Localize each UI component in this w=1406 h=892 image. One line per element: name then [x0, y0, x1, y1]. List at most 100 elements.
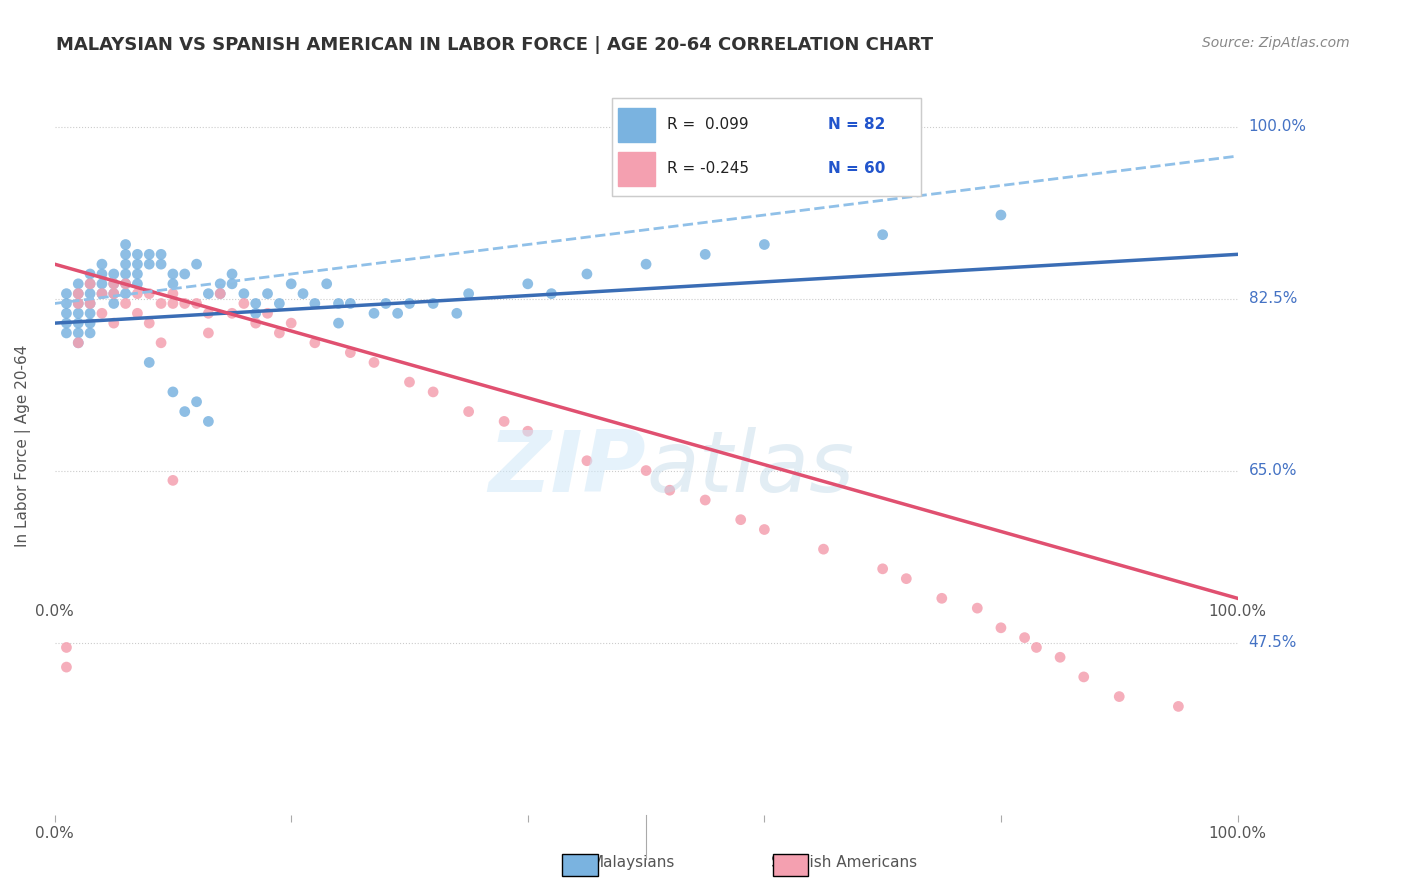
Point [90, 267, 112, 281]
Point [872, 227, 894, 242]
Point [90, 306, 112, 320]
Point [315, 277, 337, 291]
Point [1025, 640, 1047, 655]
Point [422, 384, 444, 399]
Point [138, 355, 160, 369]
Point [636, 464, 658, 478]
Text: 100.0%: 100.0% [1249, 119, 1306, 134]
Bar [617, 152, 655, 186]
Point [494, 414, 516, 428]
Point [1167, 699, 1189, 714]
Point [114, 277, 136, 291]
Point [138, 286, 160, 301]
Point [209, 277, 232, 291]
Text: R = -0.245: R = -0.245 [668, 161, 749, 177]
Point [55, 316, 77, 330]
Point [67, 306, 90, 320]
Point [67, 335, 90, 350]
Point [114, 296, 136, 310]
Point [695, 493, 717, 508]
Point [55, 286, 77, 301]
Point [363, 306, 385, 320]
Point [931, 591, 953, 606]
Point [114, 277, 136, 291]
Point [374, 296, 396, 310]
Point [90, 277, 112, 291]
Point [197, 286, 219, 301]
Point [127, 277, 149, 291]
Point [162, 474, 184, 488]
Point [90, 286, 112, 301]
Point [695, 247, 717, 261]
Text: 0.0%: 0.0% [35, 605, 75, 619]
Point [245, 296, 267, 310]
Point [114, 257, 136, 271]
Point [398, 296, 420, 310]
Point [754, 523, 776, 537]
Point [103, 277, 125, 291]
Point [516, 424, 538, 438]
Point [328, 316, 350, 330]
Point [103, 316, 125, 330]
Point [67, 296, 90, 310]
Text: atlas: atlas [647, 426, 853, 509]
Point [1073, 670, 1095, 684]
Point [114, 286, 136, 301]
Point [150, 296, 173, 310]
Text: 100.0%: 100.0% [1209, 605, 1267, 619]
Point [173, 267, 195, 281]
Point [127, 286, 149, 301]
Point [127, 247, 149, 261]
Point [256, 306, 278, 320]
Point [79, 277, 101, 291]
Point [127, 306, 149, 320]
Point [636, 257, 658, 271]
Point [79, 277, 101, 291]
Point [269, 296, 291, 310]
Point [516, 277, 538, 291]
Point [127, 267, 149, 281]
Text: Malaysians: Malaysians [591, 855, 675, 870]
Point [79, 316, 101, 330]
Point [67, 296, 90, 310]
Point [162, 296, 184, 310]
Point [966, 601, 988, 615]
Point [990, 208, 1012, 222]
Point [79, 326, 101, 340]
Point [872, 562, 894, 576]
Point [186, 296, 208, 310]
Point [197, 414, 219, 428]
Point [103, 277, 125, 291]
Point [150, 335, 173, 350]
Point [114, 247, 136, 261]
Point [813, 542, 835, 557]
Point [67, 286, 90, 301]
Text: 65.0%: 65.0% [1249, 463, 1298, 478]
Text: R =  0.099: R = 0.099 [668, 117, 749, 132]
Point [209, 286, 232, 301]
Point [221, 306, 243, 320]
Point [103, 286, 125, 301]
Point [67, 316, 90, 330]
Point [575, 267, 598, 281]
Point [304, 335, 326, 350]
Point [127, 257, 149, 271]
Text: N = 60: N = 60 [828, 161, 886, 177]
Point [138, 247, 160, 261]
Point [446, 306, 468, 320]
Point [162, 286, 184, 301]
Point [304, 296, 326, 310]
Point [173, 296, 195, 310]
Point [209, 286, 232, 301]
Point [339, 345, 361, 359]
Point [575, 454, 598, 468]
Point [232, 286, 254, 301]
Point [221, 277, 243, 291]
Point [103, 267, 125, 281]
Point [245, 306, 267, 320]
Point [90, 286, 112, 301]
Point [256, 286, 278, 301]
Text: 47.5%: 47.5% [1249, 635, 1296, 650]
Point [1108, 690, 1130, 704]
Point [55, 296, 77, 310]
